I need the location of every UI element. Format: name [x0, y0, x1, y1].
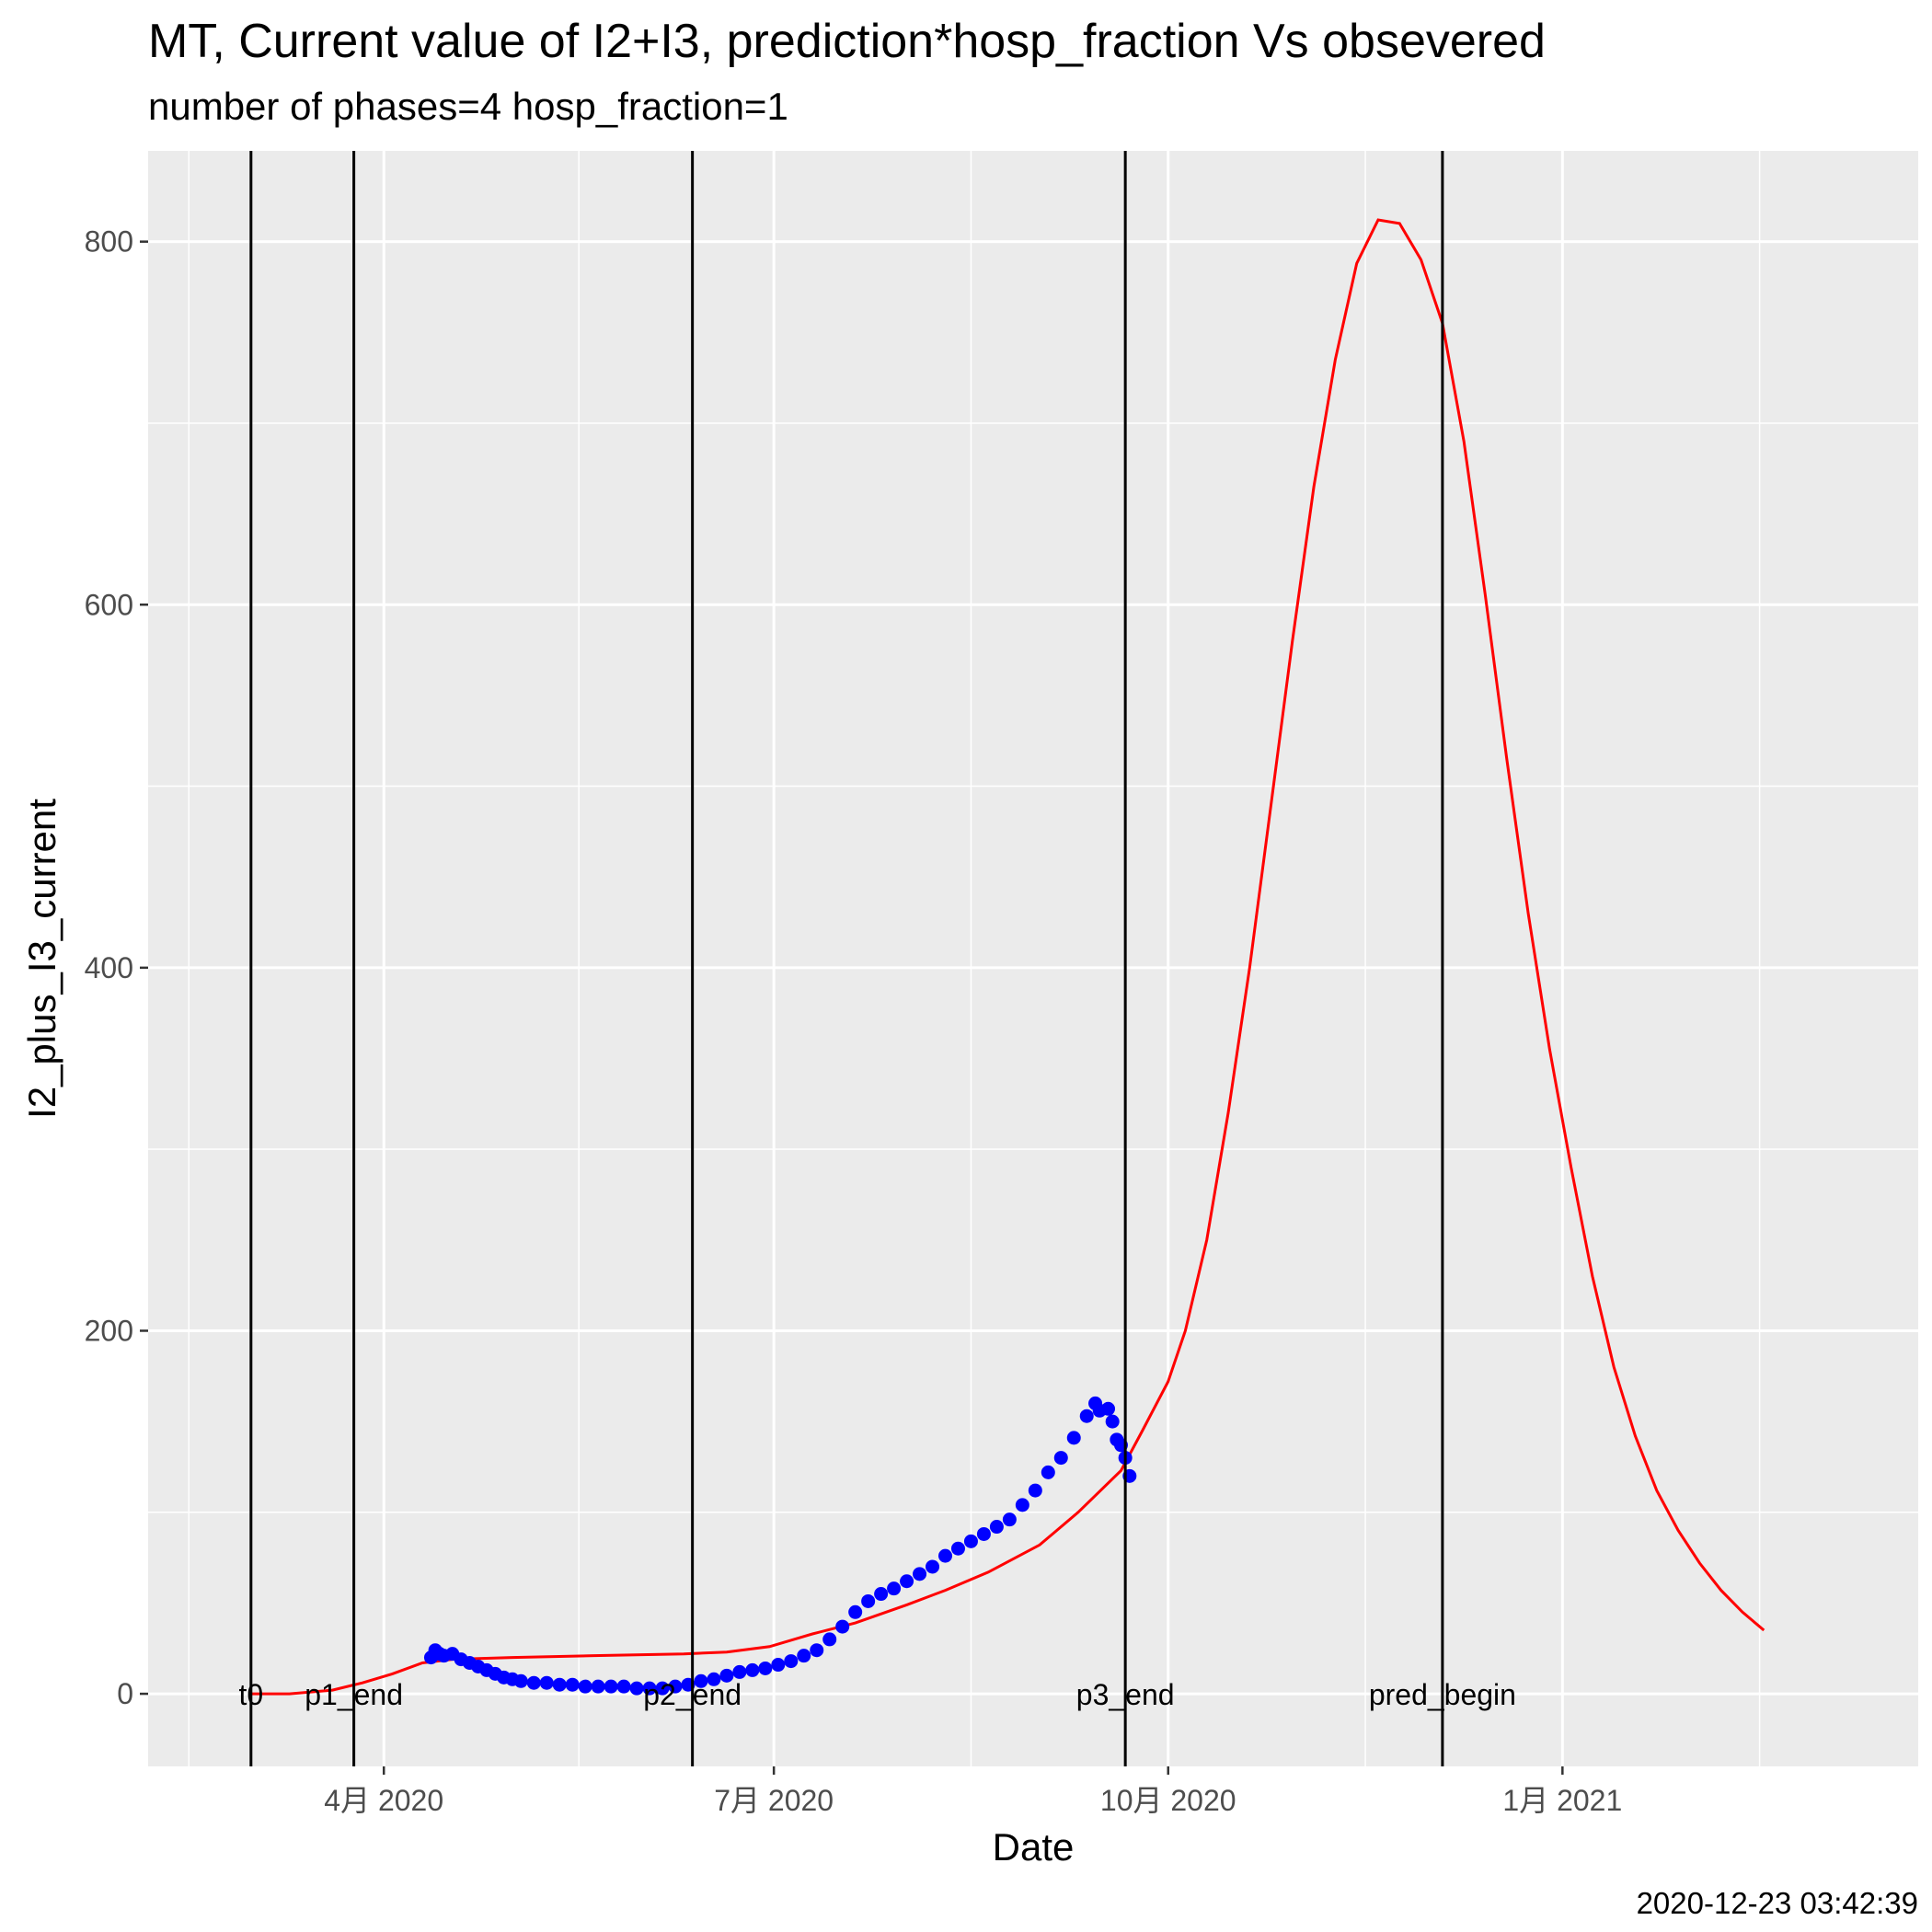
- observed-point: [642, 1681, 657, 1696]
- observed-point: [913, 1567, 927, 1581]
- observed-point: [539, 1675, 554, 1690]
- observed-point: [758, 1661, 773, 1675]
- observed-point: [513, 1673, 528, 1688]
- observed-point: [1079, 1409, 1094, 1423]
- observed-point: [655, 1681, 670, 1696]
- x-tick-label: 4月 2020: [324, 1784, 443, 1817]
- observed-point: [1002, 1512, 1017, 1527]
- observed-point: [1041, 1465, 1055, 1479]
- chart-title: MT, Current value of I2+I3, prediction*h…: [148, 15, 1546, 68]
- observed-point: [591, 1679, 605, 1694]
- observed-point: [784, 1654, 799, 1669]
- phase-lines: t0 p1_end p2_end p3_end pred_begin: [238, 151, 1516, 1766]
- observed-point: [732, 1664, 747, 1679]
- phase-line-label: p3_end: [1076, 1678, 1175, 1711]
- observed-point: [861, 1593, 876, 1608]
- observed-point: [526, 1675, 541, 1690]
- observed-point: [719, 1668, 734, 1683]
- observed-point: [976, 1526, 991, 1541]
- x-tick-label: 10月 2020: [1100, 1784, 1236, 1817]
- observed-point: [950, 1541, 965, 1556]
- observed-point: [887, 1581, 902, 1596]
- observed-point: [810, 1643, 824, 1658]
- phase-line-label: p2_end: [643, 1678, 742, 1711]
- y-tick-label: 800: [85, 225, 133, 259]
- plot-panel: [148, 151, 1918, 1766]
- observed-point: [989, 1520, 1004, 1535]
- observed-point: [1101, 1401, 1116, 1416]
- y-tick-label: 200: [85, 1314, 133, 1347]
- observed-point: [848, 1604, 863, 1619]
- x-tick-label: 7月 2020: [714, 1784, 834, 1817]
- observed-point: [1015, 1498, 1029, 1512]
- y-axis: 0 200 400 600 800: [85, 225, 148, 1710]
- observed-point: [604, 1679, 618, 1694]
- observed-point: [668, 1679, 683, 1694]
- timestamp-caption: 2020-12-23 03:42:39: [1637, 1886, 1918, 1920]
- observed-point: [771, 1658, 786, 1673]
- observed-point: [835, 1619, 850, 1634]
- observed-point: [1028, 1483, 1042, 1498]
- observed-point: [629, 1681, 644, 1696]
- prediction-line-layer: [250, 218, 1765, 1696]
- observed-point: [616, 1679, 631, 1694]
- observed-point: [578, 1679, 592, 1694]
- y-tick-label: 0: [117, 1677, 133, 1710]
- phase-line-label: pred_begin: [1369, 1678, 1516, 1711]
- chart-subtitle: number of phases=4 hosp_fraction=1: [148, 85, 788, 128]
- observed-point: [707, 1672, 721, 1686]
- observed-point: [1066, 1431, 1081, 1445]
- observed-point: [874, 1587, 889, 1602]
- observed-point: [552, 1677, 567, 1692]
- y-tick-label: 400: [85, 951, 133, 984]
- x-axis: 4月 2020 7月 2020 10月 2020 1月 2021: [324, 1766, 1622, 1817]
- observed-point: [694, 1673, 708, 1688]
- x-axis-title: Date: [993, 1825, 1075, 1869]
- observed-point: [745, 1662, 760, 1677]
- grid-minor: [148, 151, 1918, 1766]
- observed-point: [900, 1574, 914, 1589]
- observed-point: [565, 1677, 580, 1692]
- observed-point: [822, 1632, 837, 1647]
- observed-point: [1053, 1451, 1068, 1466]
- observed-point: [937, 1548, 952, 1563]
- phase-line-label: p1_end: [305, 1678, 403, 1711]
- x-tick-label: 1月 2021: [1502, 1784, 1622, 1817]
- y-axis-title: I2_plus_I3_current: [20, 799, 63, 1119]
- observed-point: [926, 1559, 940, 1574]
- prediction-line: [250, 218, 1765, 1696]
- phase-line-label: t0: [238, 1678, 263, 1711]
- observed-point: [963, 1534, 978, 1548]
- y-tick-label: 600: [85, 588, 133, 621]
- observed-point: [797, 1649, 811, 1663]
- observed-point: [1105, 1414, 1120, 1429]
- grid-major: [148, 151, 1918, 1766]
